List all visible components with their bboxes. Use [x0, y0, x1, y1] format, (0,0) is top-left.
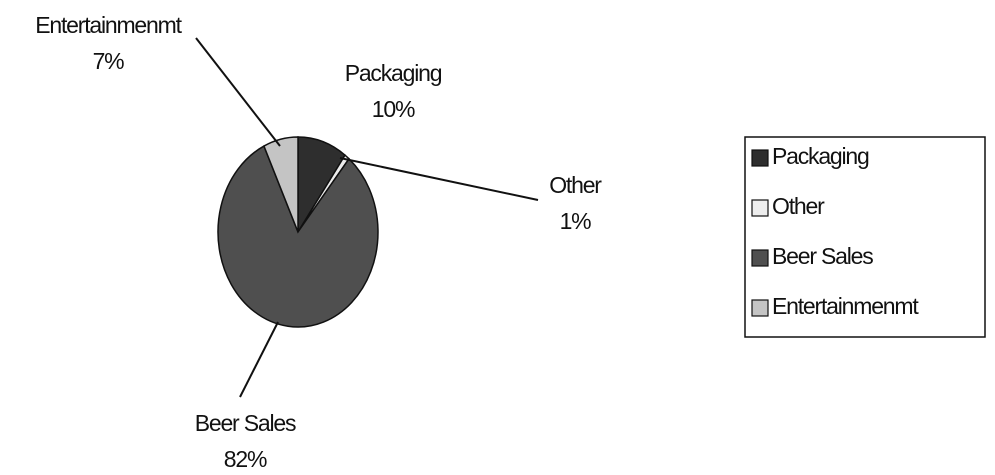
- slice-label: Beer Sales: [195, 410, 296, 436]
- slice-value-label: 1%: [560, 208, 592, 234]
- legend-box: [744, 136, 986, 338]
- legend-swatch: [751, 249, 769, 267]
- legend-label: Entertainmenmt: [772, 293, 919, 319]
- leader-line: [239, 321, 279, 398]
- leader-line: [339, 157, 539, 201]
- legend-label: Other: [772, 193, 825, 219]
- legend-label: Packaging: [772, 143, 869, 169]
- pie-slice: [217, 144, 379, 328]
- slice-value-label: 82%: [224, 446, 267, 472]
- pie-slice: [262, 136, 299, 233]
- legend-swatch: [751, 299, 769, 317]
- slice-label: Other: [549, 172, 602, 198]
- slice-value-label: 10%: [372, 96, 415, 122]
- slice-label: Packaging: [345, 60, 442, 86]
- slice-value-label: 7%: [93, 48, 125, 74]
- slice-label: Entertainmenmt: [35, 12, 182, 38]
- legend-swatch: [751, 149, 769, 167]
- leader-line: [195, 37, 281, 147]
- legend-swatch: [751, 199, 769, 217]
- legend-label: Beer Sales: [772, 243, 873, 269]
